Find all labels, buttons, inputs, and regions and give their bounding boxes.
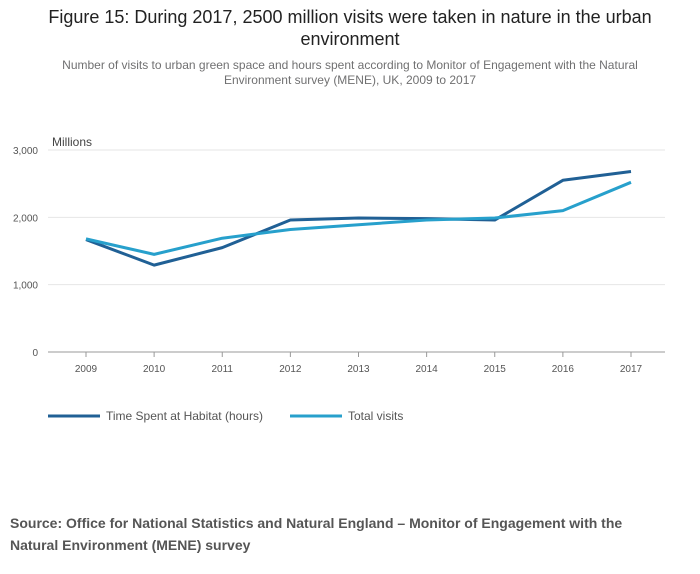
chart-title: Figure 15: During 2017, 2500 million vis…: [48, 7, 652, 49]
x-tick-label: 2014: [416, 364, 439, 375]
series-line-1: [85, 180, 632, 256]
y-tick-label: 0: [32, 348, 38, 359]
legend: Time Spent at Habitat (hours) Total visit…: [48, 409, 403, 423]
y-axis-ticks: 0 1,000 2,000 3,000: [13, 146, 38, 359]
y-axis-label: Millions: [52, 135, 92, 149]
legend-label: Total visits: [348, 409, 403, 423]
x-axis: 2009 2010 2011 2012 2013 2014 2015 2016 2017: [48, 351, 665, 375]
series-line-0: [85, 170, 632, 267]
x-tick-label: 2015: [484, 364, 507, 375]
x-tick-label: 2016: [552, 364, 575, 375]
y-tick-label: 2,000: [13, 213, 38, 224]
x-tick-label: 2011: [211, 364, 233, 375]
x-tick-label: 2013: [347, 364, 370, 375]
x-tick-label: 2017: [620, 364, 643, 375]
y-tick-label: 3,000: [13, 146, 38, 157]
source-note: Source: Office for National Statistics a…: [10, 515, 623, 553]
x-tick-label: 2012: [279, 364, 302, 375]
legend-label: Time Spent at Habitat (hours): [106, 409, 263, 423]
x-tick-label: 2010: [143, 364, 166, 375]
series-lines: [85, 170, 632, 267]
chart-subtitle: Number of visits to urban green space an…: [62, 58, 638, 87]
x-tick-label: 2009: [75, 364, 98, 375]
y-tick-label: 1,000: [13, 281, 38, 292]
